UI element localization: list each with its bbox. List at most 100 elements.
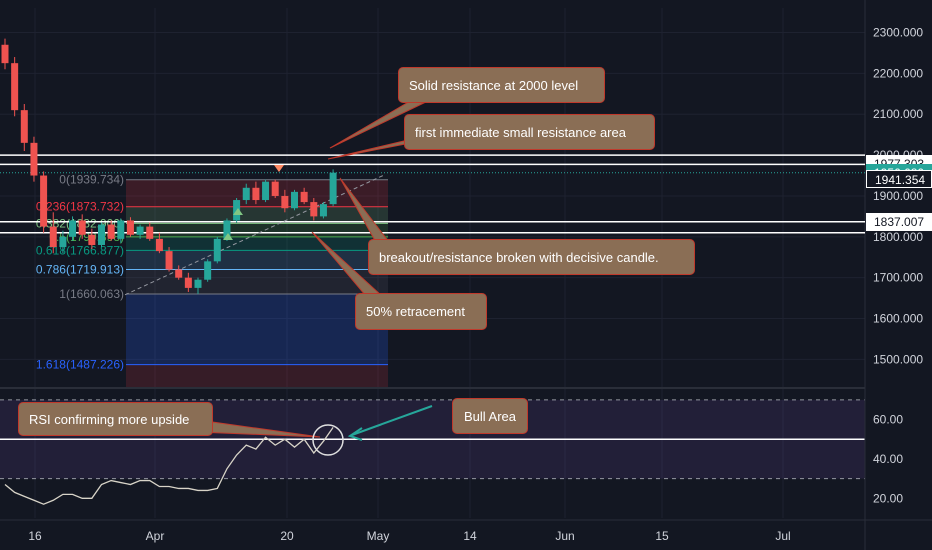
candle (175, 265, 183, 280)
candle-body (146, 226, 154, 239)
fib-level-label: 0.618(1766.877) (36, 243, 124, 257)
price-tick-label: 2300.000 (873, 26, 923, 40)
callout-first-resistance: first immediate small resistance area (404, 114, 655, 150)
candle-body (117, 220, 125, 239)
candle (300, 187, 308, 205)
candle-body (30, 142, 38, 176)
price-tick-label: 1700.000 (873, 271, 923, 285)
candle (49, 212, 57, 254)
rsi-highlight-circle (312, 424, 344, 456)
candle-body (213, 238, 221, 262)
candle (252, 181, 260, 205)
time-tick-label: 14 (463, 529, 477, 543)
candle (310, 198, 318, 221)
candle (20, 104, 28, 152)
candle-body (40, 175, 48, 227)
candle (329, 169, 337, 207)
candle (126, 217, 134, 237)
rsi-line (4, 427, 334, 505)
candle (107, 220, 115, 241)
candle-body (242, 187, 250, 201)
fib-level-label: 1.618(1487.226) (36, 358, 124, 372)
time-tick-label: Apr (146, 529, 165, 543)
time-tick-label: 15 (655, 529, 669, 543)
candle-body (194, 279, 202, 288)
fib-zone (126, 250, 388, 270)
candle-body (184, 277, 192, 288)
callout-solid-resistance-text: Solid resistance at 2000 level (409, 77, 579, 93)
callout-bull-area-text: Bull Area (463, 408, 517, 424)
callout-retracement-text: 50% retracement (366, 304, 465, 319)
fib-level-label: 1(1660.063) (59, 287, 124, 301)
price-tick-label: 1800.000 (873, 230, 923, 244)
candle-body (11, 63, 19, 111)
candle (136, 224, 144, 239)
callout-bull-area: Bull Area (452, 398, 528, 434)
candle (291, 189, 298, 211)
price-tick-label: 2100.000 (873, 107, 923, 121)
candle (117, 218, 125, 243)
candle (155, 232, 163, 254)
candle-body (88, 234, 96, 245)
candle-body (329, 172, 337, 205)
callout-solid-resistance: Solid resistance at 2000 level (398, 67, 605, 103)
callout-first-resistance-text: first immediate small resistance area (415, 124, 626, 140)
fib-zone (126, 223, 388, 237)
rsi-tick-label: 60.00 (873, 413, 903, 427)
candle-body (136, 226, 144, 235)
candle (30, 136, 38, 182)
bull-area-arrow (351, 405, 433, 436)
candle (40, 171, 48, 233)
callout-rsi-confirm-text: RSI confirming more upside (29, 411, 190, 427)
candle-body (59, 236, 67, 248)
callout-rsi-confirm: RSI confirming more upside (18, 402, 213, 436)
callout-retracement: 50% retracement (355, 293, 487, 330)
candle (98, 222, 105, 248)
fib-zone (126, 293, 388, 365)
price-tick-label: 1900.000 (873, 189, 923, 203)
candle (184, 272, 192, 292)
fib-level-label: 0.786(1719.913) (36, 263, 124, 277)
candle (319, 202, 327, 219)
candle-body (98, 224, 105, 245)
candle-body (49, 226, 57, 248)
candle (165, 247, 173, 272)
candle-body (281, 195, 289, 209)
candle (271, 179, 279, 198)
candle (59, 230, 67, 254)
price-label-plain: 1941.354 (866, 170, 932, 189)
candle-body (300, 191, 308, 203)
candle-body (126, 220, 134, 235)
candle-body (291, 191, 298, 209)
candle-body (223, 220, 231, 239)
bull-area-arrowhead (347, 427, 363, 441)
candle (262, 179, 270, 203)
candle (281, 189, 289, 213)
time-tick-label: 16 (28, 529, 42, 543)
candle (88, 228, 96, 250)
candle (78, 214, 86, 239)
candle (204, 259, 212, 282)
callout-breakout-text: breakout/resistance broken with decisive… (379, 249, 659, 265)
callout-breakout: breakout/resistance broken with decisive… (368, 239, 695, 275)
fib-zone (126, 206, 388, 224)
candle-body (204, 261, 212, 280)
fib-level-label: 0(1939.734) (59, 173, 124, 187)
rsi-tick-label: 40.00 (873, 452, 903, 466)
candle-body (175, 269, 183, 278)
candle (1, 38, 9, 70)
pivot-up-marker (223, 233, 233, 240)
candle-body (262, 181, 270, 201)
candle-body (78, 220, 86, 235)
candle-body (319, 204, 327, 217)
candle-body (20, 110, 28, 143)
price-tick-label: 2200.000 (873, 66, 923, 80)
fib-level-label: 0.236(1873.732) (36, 200, 124, 214)
price-tick-label: 1500.000 (873, 352, 923, 366)
trendline (124, 175, 384, 296)
pivot-down-marker (274, 165, 284, 172)
candle-body (107, 224, 115, 239)
rsi-tick-label: 20.00 (873, 491, 903, 505)
